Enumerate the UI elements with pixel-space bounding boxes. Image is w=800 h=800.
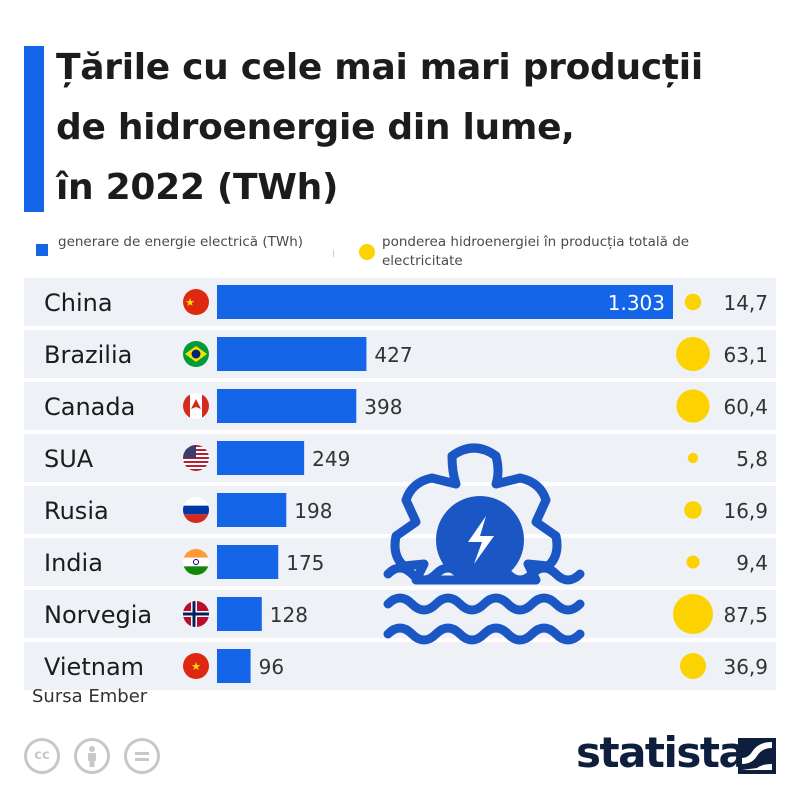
statista-logo-icon[interactable] xyxy=(738,738,776,774)
hydro-power-icon xyxy=(383,443,585,645)
hydro-share-label: 60,4 xyxy=(723,395,768,419)
usa-flag xyxy=(183,445,209,471)
hydro-share-label: 36,9 xyxy=(723,655,768,679)
row-band xyxy=(24,434,776,482)
row-rusia: Rusia 198 16,9 xyxy=(44,493,768,527)
row-india: India 175 9,4 xyxy=(44,545,768,579)
row-band xyxy=(24,330,776,378)
generation-bar xyxy=(217,337,367,371)
source-note: Sursa Ember xyxy=(32,686,148,707)
country-label: Vietnam xyxy=(44,653,144,681)
no-derivatives-icon xyxy=(124,738,160,774)
hydro-share-bubble xyxy=(684,501,702,519)
generation-bar xyxy=(217,545,279,579)
generation-value-label: 427 xyxy=(374,343,412,367)
title-accent-bar xyxy=(24,46,44,212)
hydro-share-label: 5,8 xyxy=(736,447,768,471)
hydro-share-bubble xyxy=(676,337,710,371)
row-norvegia: Norvegia 128 87,5 xyxy=(44,594,768,634)
legend-dot-swatch xyxy=(359,244,375,260)
country-label: SUA xyxy=(44,445,94,473)
hydro-wheel xyxy=(390,443,562,585)
generation-bar xyxy=(217,493,287,527)
hydro-share-label: 9,4 xyxy=(736,551,768,575)
legend-separator xyxy=(333,250,334,257)
title-line-3: în 2022 (TWh) xyxy=(56,167,339,208)
hydro-share-bubble xyxy=(687,452,699,464)
country-label: India xyxy=(44,549,103,577)
cc-icon: cc xyxy=(24,738,60,774)
hydro-share-label: 63,1 xyxy=(723,343,768,367)
generation-value-label: 175 xyxy=(286,551,324,575)
row-brazilia: Brazilia 427 63,1 xyxy=(44,337,768,371)
legend-bar-label: generare de energie electrică (TWh) xyxy=(58,234,304,250)
hydro-wave-2 xyxy=(383,593,585,615)
brazil-flag xyxy=(183,341,209,367)
row-band xyxy=(24,486,776,534)
country-label: Brazilia xyxy=(44,341,132,369)
generation-bar xyxy=(217,441,305,475)
statista-logo-text[interactable]: statista xyxy=(576,728,747,777)
russia-flag xyxy=(183,497,209,523)
vietnam-flag: ★ xyxy=(183,653,209,679)
hydro-share-label: 16,9 xyxy=(723,499,768,523)
row-band xyxy=(24,382,776,430)
generation-value-label: 249 xyxy=(312,447,350,471)
country-label: Rusia xyxy=(44,497,109,525)
generation-bar xyxy=(217,389,357,423)
attribution-icon xyxy=(74,738,110,774)
hydro-wave-1 xyxy=(383,563,585,585)
hydro-share-bubble xyxy=(676,389,710,423)
chart-title: Țările cu cele mai mari producții de hid… xyxy=(56,38,786,218)
norway-flag xyxy=(183,601,209,627)
country-label: Canada xyxy=(44,393,135,421)
country-label: Norvegia xyxy=(44,601,152,629)
hydro-share-label: 87,5 xyxy=(723,603,768,627)
row-china: China ★ 1.303 14,7 xyxy=(44,285,768,319)
hydro-share-bubble xyxy=(680,653,706,679)
hydro-share-bubble xyxy=(684,293,702,311)
generation-value-label: 1.303 xyxy=(608,291,665,315)
legend-bar-swatch xyxy=(36,244,48,256)
title-line-1: Țările cu cele mai mari producții xyxy=(56,47,703,88)
generation-value-label: 128 xyxy=(270,603,308,627)
row-band xyxy=(24,642,776,690)
generation-bar xyxy=(217,285,673,319)
india-flag xyxy=(183,549,209,575)
hydro-share-bubble xyxy=(686,555,700,569)
row-sua: SUA 249 5,8 xyxy=(44,441,768,475)
row-vietnam: Vietnam ★ 96 36,9 xyxy=(44,649,768,683)
title-line-2: de hidroenergie din lume, xyxy=(56,107,575,148)
china-flag: ★ xyxy=(183,289,209,315)
svg-text:★: ★ xyxy=(185,296,195,309)
hydro-wave-3 xyxy=(383,623,585,645)
generation-value-label: 96 xyxy=(259,655,284,679)
hydro-share-label: 14,7 xyxy=(723,291,768,315)
generation-bar xyxy=(217,649,251,683)
generation-bar xyxy=(217,597,262,631)
country-label: China xyxy=(44,289,113,317)
svg-text:★: ★ xyxy=(191,660,201,673)
generation-value-label: 398 xyxy=(364,395,402,419)
legend-dot-label: ponderea hidroenergiei în producția tota… xyxy=(382,234,690,269)
generation-value-label: 198 xyxy=(294,499,332,523)
canada-flag xyxy=(183,393,209,419)
hydro-share-bubble xyxy=(673,594,713,634)
hydro-bolt-icon xyxy=(468,516,494,564)
row-canada: Canada 398 60,4 xyxy=(44,389,768,423)
